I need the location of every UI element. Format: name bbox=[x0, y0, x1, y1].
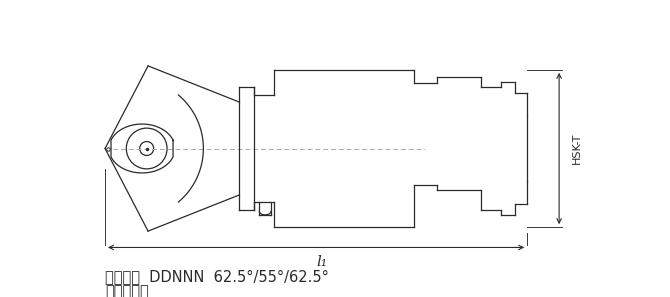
Text: 负前角刀片: 负前角刀片 bbox=[105, 284, 149, 297]
Text: 车刀刀体  DDNNN  62.5°/55°/62.5°: 车刀刀体 DDNNN 62.5°/55°/62.5° bbox=[105, 270, 329, 285]
Text: l₁: l₁ bbox=[316, 255, 328, 269]
Text: HSK-T: HSK-T bbox=[572, 133, 582, 164]
